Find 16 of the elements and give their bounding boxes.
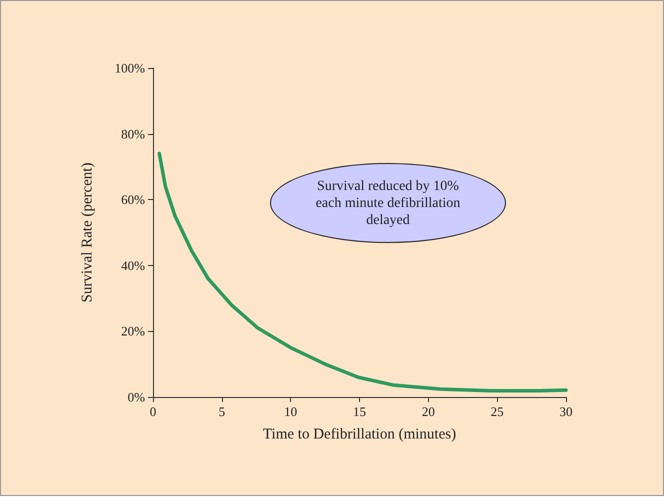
y-tick-label: 100% (114, 60, 146, 76)
y-tick-label: 40% (121, 258, 146, 273)
x-tick-label: 10 (284, 404, 298, 419)
x-tick-label: 25 (490, 404, 504, 419)
x-tick-label: 15 (353, 404, 366, 419)
line-series (158, 152, 568, 392)
x-tick-label: 0 (150, 404, 156, 419)
y-tick-label: 60% (121, 192, 146, 208)
x-tick-label: 30 (560, 404, 572, 419)
y-axis-title: Survival Rate (percent) (80, 162, 96, 302)
x-tick-label: 20 (422, 404, 435, 419)
y-tick-label: 20% (121, 324, 146, 339)
y-tick-label: 80% (121, 126, 146, 142)
x-tick-label: 5 (218, 404, 226, 419)
x-axis-title: Time to Defibrillation (minutes) (262, 426, 456, 442)
y-tick-label: 0% (128, 390, 146, 404)
